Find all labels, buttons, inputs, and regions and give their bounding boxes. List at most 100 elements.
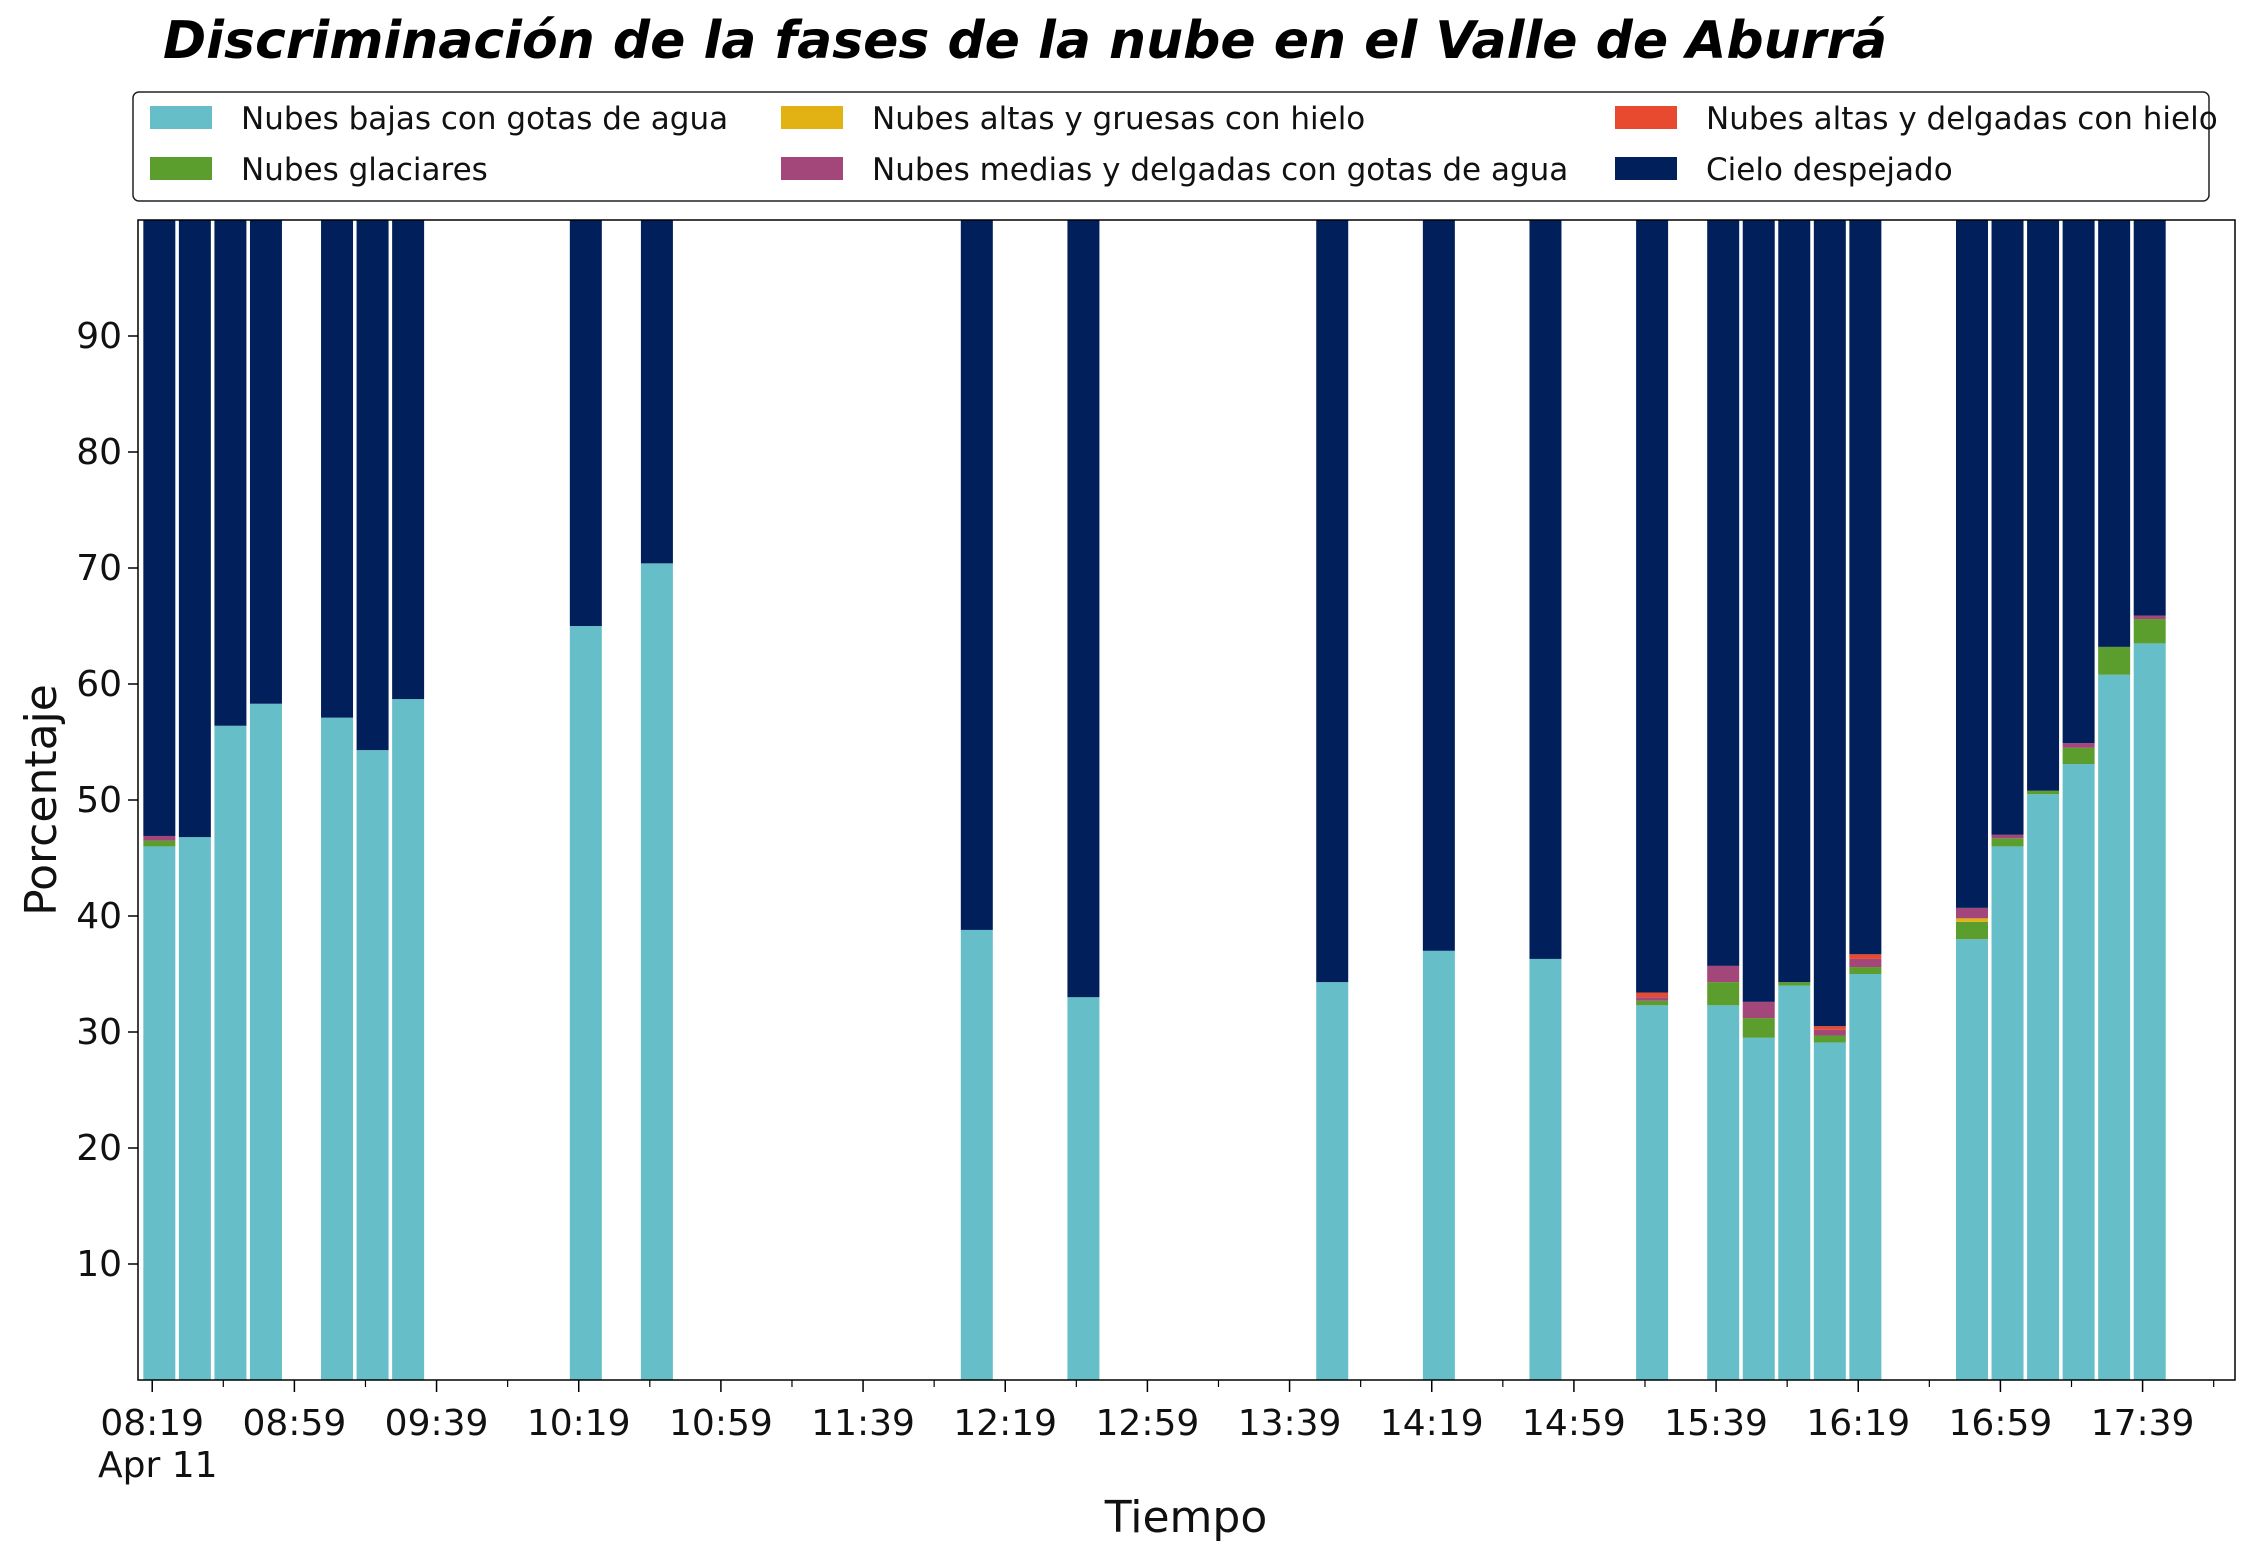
bar-segment: [1742, 220, 1775, 1002]
bar-segment: [1991, 846, 2024, 1380]
x-tick-label: 08:59: [243, 1403, 347, 1444]
bar-segment: [2098, 646, 2131, 675]
bar-segment: [321, 717, 354, 1380]
x-tick-label: 12:19: [953, 1403, 1057, 1444]
y-axis: 10 20 30 40 50 60 70 80 90: [76, 316, 138, 1285]
bar-segment: [1067, 997, 1100, 1380]
bar-segment: [178, 837, 211, 1380]
bar-segment: [1813, 1029, 1846, 1036]
y-tick-label: 40: [76, 896, 122, 937]
y-tick-label: 10: [76, 1244, 122, 1285]
legend-swatch: [1615, 106, 1677, 129]
y-tick-label: 70: [76, 548, 122, 589]
bar-segment: [1955, 918, 1988, 922]
bars-layer: [143, 220, 2166, 1380]
legend-frame: [132, 91, 2210, 202]
x-tick-label: 17:39: [2091, 1403, 2195, 1444]
bar-segment: [960, 220, 993, 930]
bar-segment: [1991, 834, 2024, 839]
bar-segment: [1955, 220, 1988, 908]
bar-segment: [143, 835, 176, 841]
bar-segment: [2133, 643, 2166, 1380]
bar-segment: [392, 220, 425, 700]
bar-segment: [1636, 992, 1669, 998]
bar-segment: [1707, 1005, 1740, 1380]
bar-segment: [1742, 1001, 1775, 1019]
chart-title: Discriminación de la fases de la nube en…: [163, 11, 1887, 71]
x-tick-label: 10:19: [527, 1403, 631, 1444]
bar-segment: [1636, 1000, 1669, 1006]
legend-item: Nubes glaciares: [150, 152, 488, 188]
legend: Nubes bajas con gotas de agua Nubes glaci…: [132, 91, 2218, 202]
bar-segment: [143, 840, 176, 847]
bar-segment: [1316, 220, 1349, 983]
bar-segment: [356, 220, 389, 751]
bar-segment: [1636, 1005, 1669, 1380]
bar-segment: [249, 703, 282, 1380]
x-tick-label: 08:19: [100, 1403, 204, 1444]
bar-segment: [1991, 838, 2024, 847]
legend-label: Nubes altas y gruesas con hielo: [872, 101, 1365, 137]
bar-segment: [1955, 939, 1988, 1380]
legend-label: Nubes medias y delgadas con gotas de agu…: [872, 152, 1568, 188]
bar-segment: [1813, 220, 1846, 1027]
x-tick-label: 16:19: [1806, 1403, 1910, 1444]
x-tick-label: 09:39: [385, 1403, 489, 1444]
bar-segment: [1316, 982, 1349, 1380]
x-tick-label: 12:59: [1096, 1403, 1200, 1444]
bar-segment: [2062, 743, 2095, 748]
y-tick-label: 90: [76, 316, 122, 357]
bar-segment: [1742, 1018, 1775, 1038]
x-tick-label: 14:59: [1522, 1403, 1626, 1444]
bar-segment: [569, 220, 602, 626]
legend-label: Nubes altas y delgadas con hielo: [1706, 101, 2218, 137]
legend-item: Nubes altas y gruesas con hielo: [781, 101, 1365, 137]
y-tick-label: 20: [76, 1128, 122, 1169]
x-tick-label: 16:59: [1949, 1403, 2053, 1444]
bar-segment: [640, 220, 673, 564]
bar-segment: [1778, 982, 1811, 986]
bar-segment: [1849, 954, 1882, 959]
y-axis-label: Porcentaje: [16, 684, 67, 916]
x-tick-label: 10:59: [669, 1403, 773, 1444]
bar-segment: [143, 846, 176, 1380]
bar-segment: [392, 699, 425, 1380]
bar-segment: [1529, 220, 1562, 959]
bar-segment: [2027, 790, 2060, 795]
y-tick-label: 60: [76, 664, 122, 705]
bar-segment: [1707, 965, 1740, 983]
bar-segment: [1849, 974, 1882, 1380]
bar-segment: [1991, 220, 2024, 835]
bar-segment: [249, 220, 282, 704]
bar-segment: [214, 220, 247, 726]
bar-segment: [1742, 1037, 1775, 1380]
bar-segment: [143, 220, 176, 836]
bar-segment: [1955, 921, 1988, 940]
bar-segment: [2133, 615, 2166, 620]
legend-swatch: [150, 157, 212, 180]
bar-segment: [2133, 220, 2166, 616]
legend-swatch: [781, 106, 843, 129]
bar-segment: [1849, 967, 1882, 974]
bar-segment: [1067, 220, 1100, 998]
bar-segment: [2098, 674, 2131, 1380]
bar-segment: [2062, 747, 2095, 765]
legend-swatch: [781, 157, 843, 180]
bar-segment: [1422, 950, 1455, 1380]
legend-label: Nubes glaciares: [241, 152, 488, 188]
bar-segment: [640, 563, 673, 1380]
bar-segment: [2062, 764, 2095, 1380]
bar-segment: [1813, 1035, 1846, 1043]
plot-frame: [137, 219, 2236, 1381]
bar-segment: [1849, 958, 1882, 968]
bar-segment: [1778, 220, 1811, 983]
bar-segment: [569, 626, 602, 1380]
legend-swatch: [150, 106, 212, 129]
x-axis-label: Tiempo: [1104, 1492, 1268, 1543]
bar-segment: [1778, 985, 1811, 1380]
x-axis: 08:19 08:59 09:39 10:19 10:59 11:39 12:19 12:59…: [100, 1380, 2215, 1444]
bar-segment: [1707, 982, 1740, 1006]
x-tick-label: 15:39: [1664, 1403, 1768, 1444]
bar-segment: [214, 725, 247, 1380]
